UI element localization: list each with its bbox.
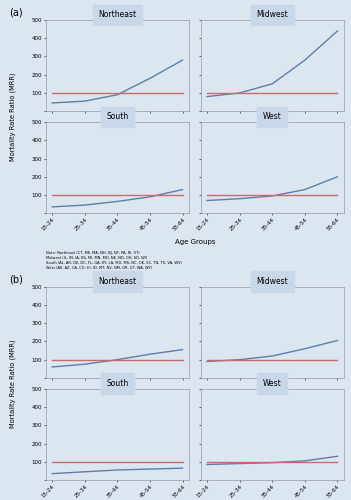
Title: Midwest: Midwest: [256, 277, 288, 286]
Title: South: South: [106, 112, 128, 122]
Title: Northeast: Northeast: [98, 277, 137, 286]
Text: (a): (a): [9, 8, 22, 18]
Title: West: West: [263, 379, 282, 388]
Title: West: West: [263, 112, 282, 122]
Title: South: South: [106, 379, 128, 388]
Text: (b): (b): [9, 274, 23, 284]
Text: Mortality Rate Ratio (MRR): Mortality Rate Ratio (MRR): [9, 72, 15, 161]
Text: Mortality Rate Ratio (MRR): Mortality Rate Ratio (MRR): [9, 339, 15, 428]
Text: Note: Northeast (CT, ME, MA, NH, NJ, NY, PA, RI, VT)
Midwest (IL, IN, IA, KS, MI: Note: Northeast (CT, ME, MA, NH, NJ, NY,…: [46, 251, 181, 270]
Text: Age Groups: Age Groups: [174, 240, 215, 246]
Title: Midwest: Midwest: [256, 10, 288, 19]
Title: Northeast: Northeast: [98, 10, 137, 19]
